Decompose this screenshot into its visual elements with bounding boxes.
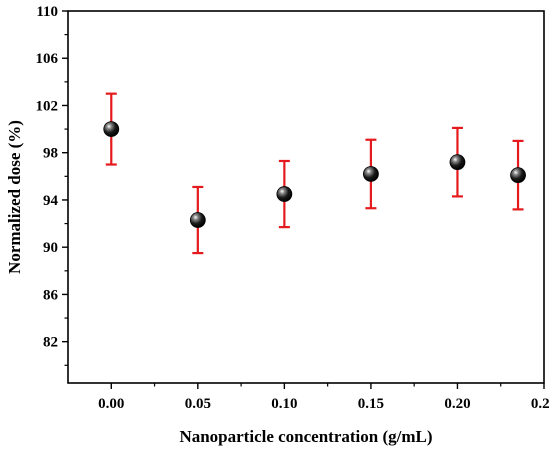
marker (363, 166, 379, 182)
marker (276, 186, 293, 202)
marker (510, 167, 526, 184)
data-point (189, 185, 206, 255)
x-tick-label: 0.25 (531, 396, 550, 412)
data-point (510, 139, 526, 211)
y-tick-label: 90 (43, 240, 58, 256)
y-tick-label: 102 (36, 98, 59, 114)
x-axis-title: Nanoparticle concentration (g/mL) (179, 427, 432, 446)
data-points (103, 92, 526, 255)
marker (103, 121, 120, 137)
data-point (103, 92, 120, 166)
y-axis-title: Normalized dose (%) (5, 120, 24, 274)
data-point (363, 138, 379, 210)
y-tick-label: 94 (43, 193, 59, 209)
plot-frame (67, 10, 545, 384)
data-point (276, 159, 293, 229)
x-axis-ticks: 0.00 0.05 0.10 0.15 0.20 0.25 (98, 383, 550, 412)
y-tick-label: 106 (36, 51, 59, 67)
x-tick-label: 0.00 (98, 396, 124, 412)
y-tick-label: 82 (43, 335, 58, 351)
marker (189, 212, 206, 228)
y-axis-ticks: 82 86 90 94 98 102 106 110 (36, 4, 68, 366)
x-tick-label: 0.10 (271, 396, 297, 412)
data-point (449, 126, 466, 198)
x-tick-label: 0.05 (185, 396, 211, 412)
marker (449, 154, 466, 171)
y-tick-label: 110 (36, 4, 58, 20)
y-tick-label: 98 (43, 146, 58, 162)
x-tick-label: 0.20 (444, 396, 470, 412)
x-tick-label: 0.15 (358, 396, 384, 412)
y-tick-label: 86 (43, 287, 59, 303)
